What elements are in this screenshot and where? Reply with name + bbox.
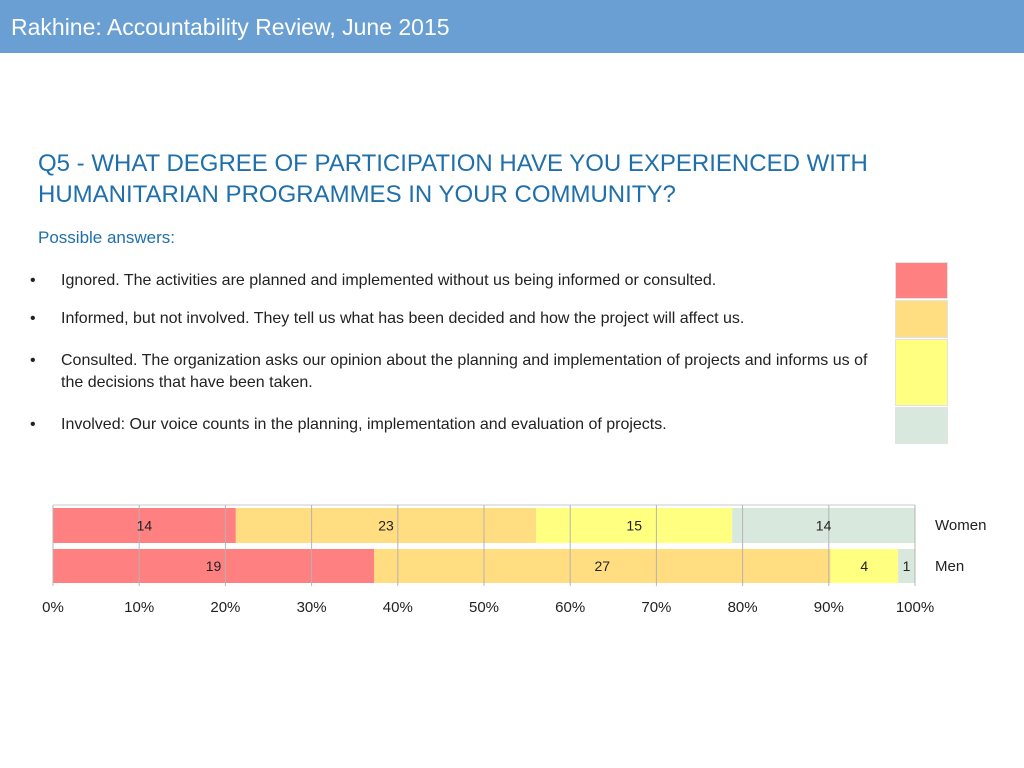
category-label: Women [935,517,986,534]
x-tick-label: 50% [469,599,499,616]
question-line-1: Q5 - WHAT DEGREE OF PARTICIPATION HAVE Y… [38,150,868,177]
answer-ignored: Ignored. The activities are planned and … [61,272,717,289]
data-label: 4 [860,558,868,574]
page-title: Rakhine: Accountability Review, June 201… [11,14,450,40]
swatch-involved [895,407,948,444]
question-title: Q5 - WHAT DEGREE OF PARTICIPATION HAVE Y… [38,148,938,210]
bar-segment [374,549,831,583]
x-tick-label: 70% [641,599,671,616]
x-tick-label: 30% [297,599,327,616]
x-tick-label: 0% [42,599,64,616]
bar-segment [536,508,733,543]
bar-segment [732,508,915,543]
bullet-glyph: • [30,310,36,327]
bar-segment [235,508,537,543]
bullet-glyph: • [30,352,36,369]
data-label: 15 [626,518,642,534]
data-label: 1 [903,558,911,574]
swatch-consulted [895,339,948,406]
swatch-ignored [895,262,948,299]
data-label: 19 [206,558,222,574]
bar-segment [53,549,375,583]
x-tick-label: 90% [814,599,844,616]
x-tick-label: 80% [728,599,758,616]
swatch-informed [895,300,948,338]
x-tick-label: 100% [896,599,934,616]
x-tick-label: 60% [555,599,585,616]
x-tick-label: 20% [210,599,240,616]
bar-segment [830,549,899,583]
x-tick-label: 10% [124,599,154,616]
answer-involved: Involved: Our voice counts in the planni… [61,416,667,433]
category-label: Men [935,558,964,575]
answer-consulted: Consulted. The organization asks our opi… [61,352,868,391]
data-label: 14 [137,518,153,534]
header-bar: Rakhine: Accountability Review, June 201… [0,0,1024,53]
bar-segment [898,549,915,583]
answer-informed: Informed, but not involved. They tell us… [61,310,745,327]
bullet-glyph: • [30,272,36,289]
data-label: 27 [595,558,611,574]
data-label: 23 [378,518,394,534]
data-label: 14 [816,518,832,534]
bar-segment [53,508,236,543]
question-line-2: HUMANITARIAN PROGRAMMES IN YOUR COMMUNIT… [38,181,676,208]
x-tick-label: 40% [383,599,413,616]
bullet-glyph: • [30,416,36,433]
possible-answers-label: Possible answers: [38,228,176,247]
